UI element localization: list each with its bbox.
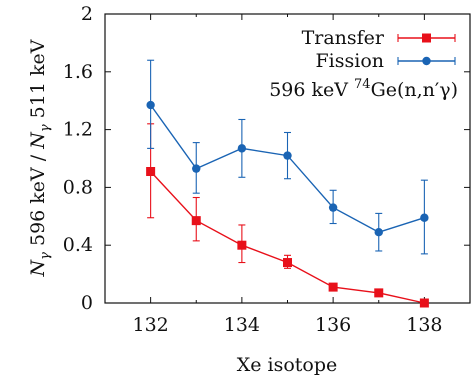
y-tick-label: 0.8 — [63, 176, 93, 198]
y-tick-label: 1.2 — [63, 119, 93, 141]
data-point-transfer — [419, 298, 429, 308]
data-point-transfer — [191, 216, 201, 226]
y-tick-label: 0 — [81, 292, 93, 314]
x-tick-label: 138 — [406, 314, 442, 336]
data-point-transfer — [283, 258, 292, 268]
legend-label-fission: Fission — [315, 50, 384, 72]
data-point-transfer — [146, 167, 156, 177]
legend-marker-fission — [422, 56, 431, 66]
reaction-annotation: 596 keV 74Ge(n,n′γ) — [269, 77, 458, 101]
data-point-transfer — [328, 282, 338, 292]
y-title-end: 511 keV — [27, 39, 49, 124]
data-point-fission — [192, 164, 201, 173]
legend-marker-transfer — [422, 33, 431, 43]
legend-key-fission — [397, 56, 456, 66]
x-tick-label: 132 — [132, 314, 168, 336]
data-point-fission — [328, 203, 338, 212]
data-point-fission — [237, 144, 247, 153]
data-point-transfer — [237, 240, 247, 250]
data-point-fission — [374, 227, 383, 237]
y-tick-label: 1.6 — [63, 61, 93, 83]
y-title-n1: N — [27, 258, 49, 277]
y-title-mid: 596 keV / — [27, 149, 49, 252]
annotation-sup: 74 — [354, 77, 371, 92]
x-tick-label: 136 — [315, 314, 351, 336]
annotation-post: Ge(n,n′γ) — [371, 79, 458, 101]
tick-labels: 132 134 136 138 0 0.4 0.8 1.2 1.6 2 — [63, 3, 443, 336]
data-point-fission — [420, 213, 429, 222]
data-point-fission — [283, 151, 292, 160]
axis-ticks — [104, 13, 471, 304]
annotation-pre: 596 keV — [269, 79, 354, 101]
x-tick-label: 134 — [224, 314, 260, 336]
data-point-transfer — [374, 288, 384, 298]
data-point-fission — [146, 100, 155, 110]
series-markers — [146, 100, 429, 308]
y-title-s1: γ — [38, 252, 53, 260]
legend-label-transfer: Transfer — [302, 27, 385, 49]
legend: Transfer Fission — [302, 27, 456, 72]
y-title-n2: N — [27, 131, 49, 150]
y-title-s2: γ — [38, 124, 53, 132]
x-axis-title: Xe isotope — [237, 354, 338, 376]
y-axis-title: Nγ 596 keV / Nγ 511 keV — [27, 39, 53, 277]
y-tick-label: 0.4 — [63, 234, 93, 256]
y-tick-label: 2 — [81, 3, 93, 25]
legend-key-transfer — [397, 33, 456, 43]
series-line-transfer — [150, 171, 425, 304]
